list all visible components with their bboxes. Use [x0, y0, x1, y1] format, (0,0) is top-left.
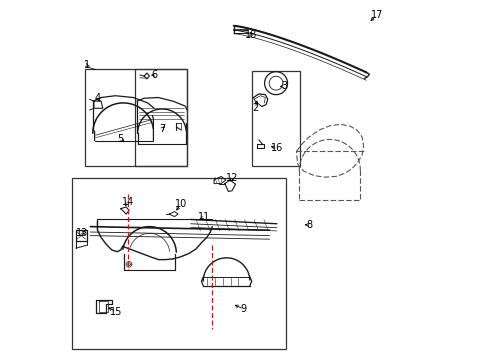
Bar	[251, 71, 300, 166]
Text: 13: 13	[76, 228, 88, 238]
Text: 10: 10	[174, 199, 186, 210]
Text: 12: 12	[225, 173, 238, 183]
Text: 15: 15	[110, 307, 122, 316]
Text: 3: 3	[280, 81, 286, 91]
Text: 17: 17	[370, 10, 383, 20]
Bar	[85, 69, 187, 166]
Text: 11: 11	[198, 212, 210, 221]
Text: 18: 18	[244, 31, 257, 40]
Text: 2: 2	[252, 103, 258, 113]
Text: 1: 1	[83, 60, 90, 70]
Text: 4: 4	[94, 93, 101, 103]
Text: 5: 5	[118, 134, 123, 144]
Text: 8: 8	[305, 220, 311, 230]
Text: 16: 16	[270, 143, 283, 153]
Text: 7: 7	[159, 124, 165, 134]
Text: 14: 14	[121, 197, 133, 207]
Bar	[72, 178, 285, 348]
Bar	[135, 69, 187, 166]
Text: 6: 6	[151, 70, 158, 80]
Text: 9: 9	[240, 304, 246, 314]
